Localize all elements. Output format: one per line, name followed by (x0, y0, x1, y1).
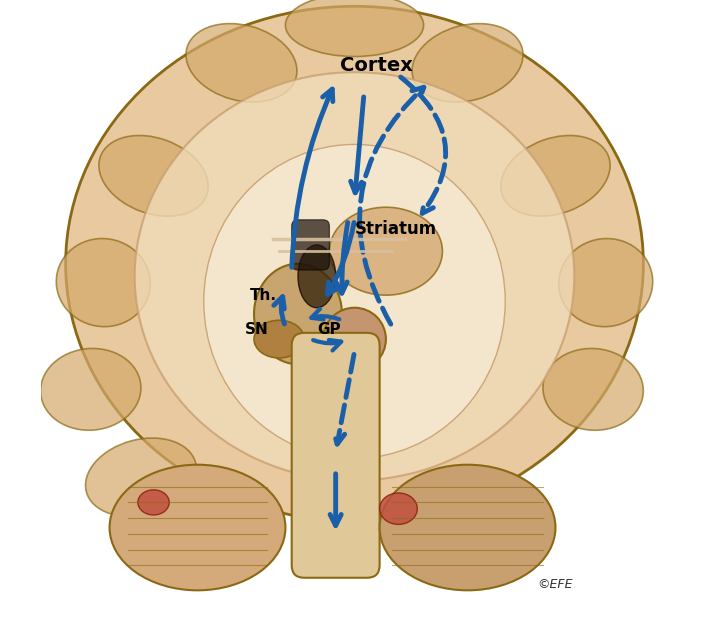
Ellipse shape (99, 136, 208, 216)
Ellipse shape (66, 6, 643, 521)
Text: SN: SN (245, 322, 269, 337)
Ellipse shape (56, 239, 150, 327)
Ellipse shape (286, 0, 423, 57)
Ellipse shape (254, 320, 304, 358)
FancyBboxPatch shape (291, 333, 379, 578)
Ellipse shape (412, 24, 523, 102)
Ellipse shape (186, 24, 297, 102)
Ellipse shape (379, 493, 418, 524)
Ellipse shape (203, 144, 506, 458)
FancyBboxPatch shape (291, 220, 330, 270)
Ellipse shape (298, 245, 335, 308)
Ellipse shape (543, 349, 643, 430)
Text: Cortex: Cortex (340, 57, 413, 75)
Ellipse shape (379, 465, 555, 590)
Text: GP: GP (318, 322, 341, 337)
Ellipse shape (135, 72, 574, 480)
Ellipse shape (330, 207, 442, 295)
FancyArrowPatch shape (401, 77, 446, 214)
Text: ©EFE: ©EFE (537, 578, 573, 590)
Ellipse shape (40, 349, 141, 430)
Ellipse shape (559, 239, 653, 327)
Ellipse shape (110, 465, 286, 590)
Ellipse shape (254, 264, 342, 364)
Text: Th.: Th. (250, 288, 277, 303)
Ellipse shape (323, 308, 386, 371)
Ellipse shape (86, 438, 196, 516)
Text: Striatum: Striatum (354, 220, 436, 238)
Ellipse shape (138, 490, 169, 515)
FancyArrowPatch shape (334, 354, 354, 444)
FancyArrowPatch shape (359, 87, 424, 324)
Ellipse shape (501, 136, 610, 216)
